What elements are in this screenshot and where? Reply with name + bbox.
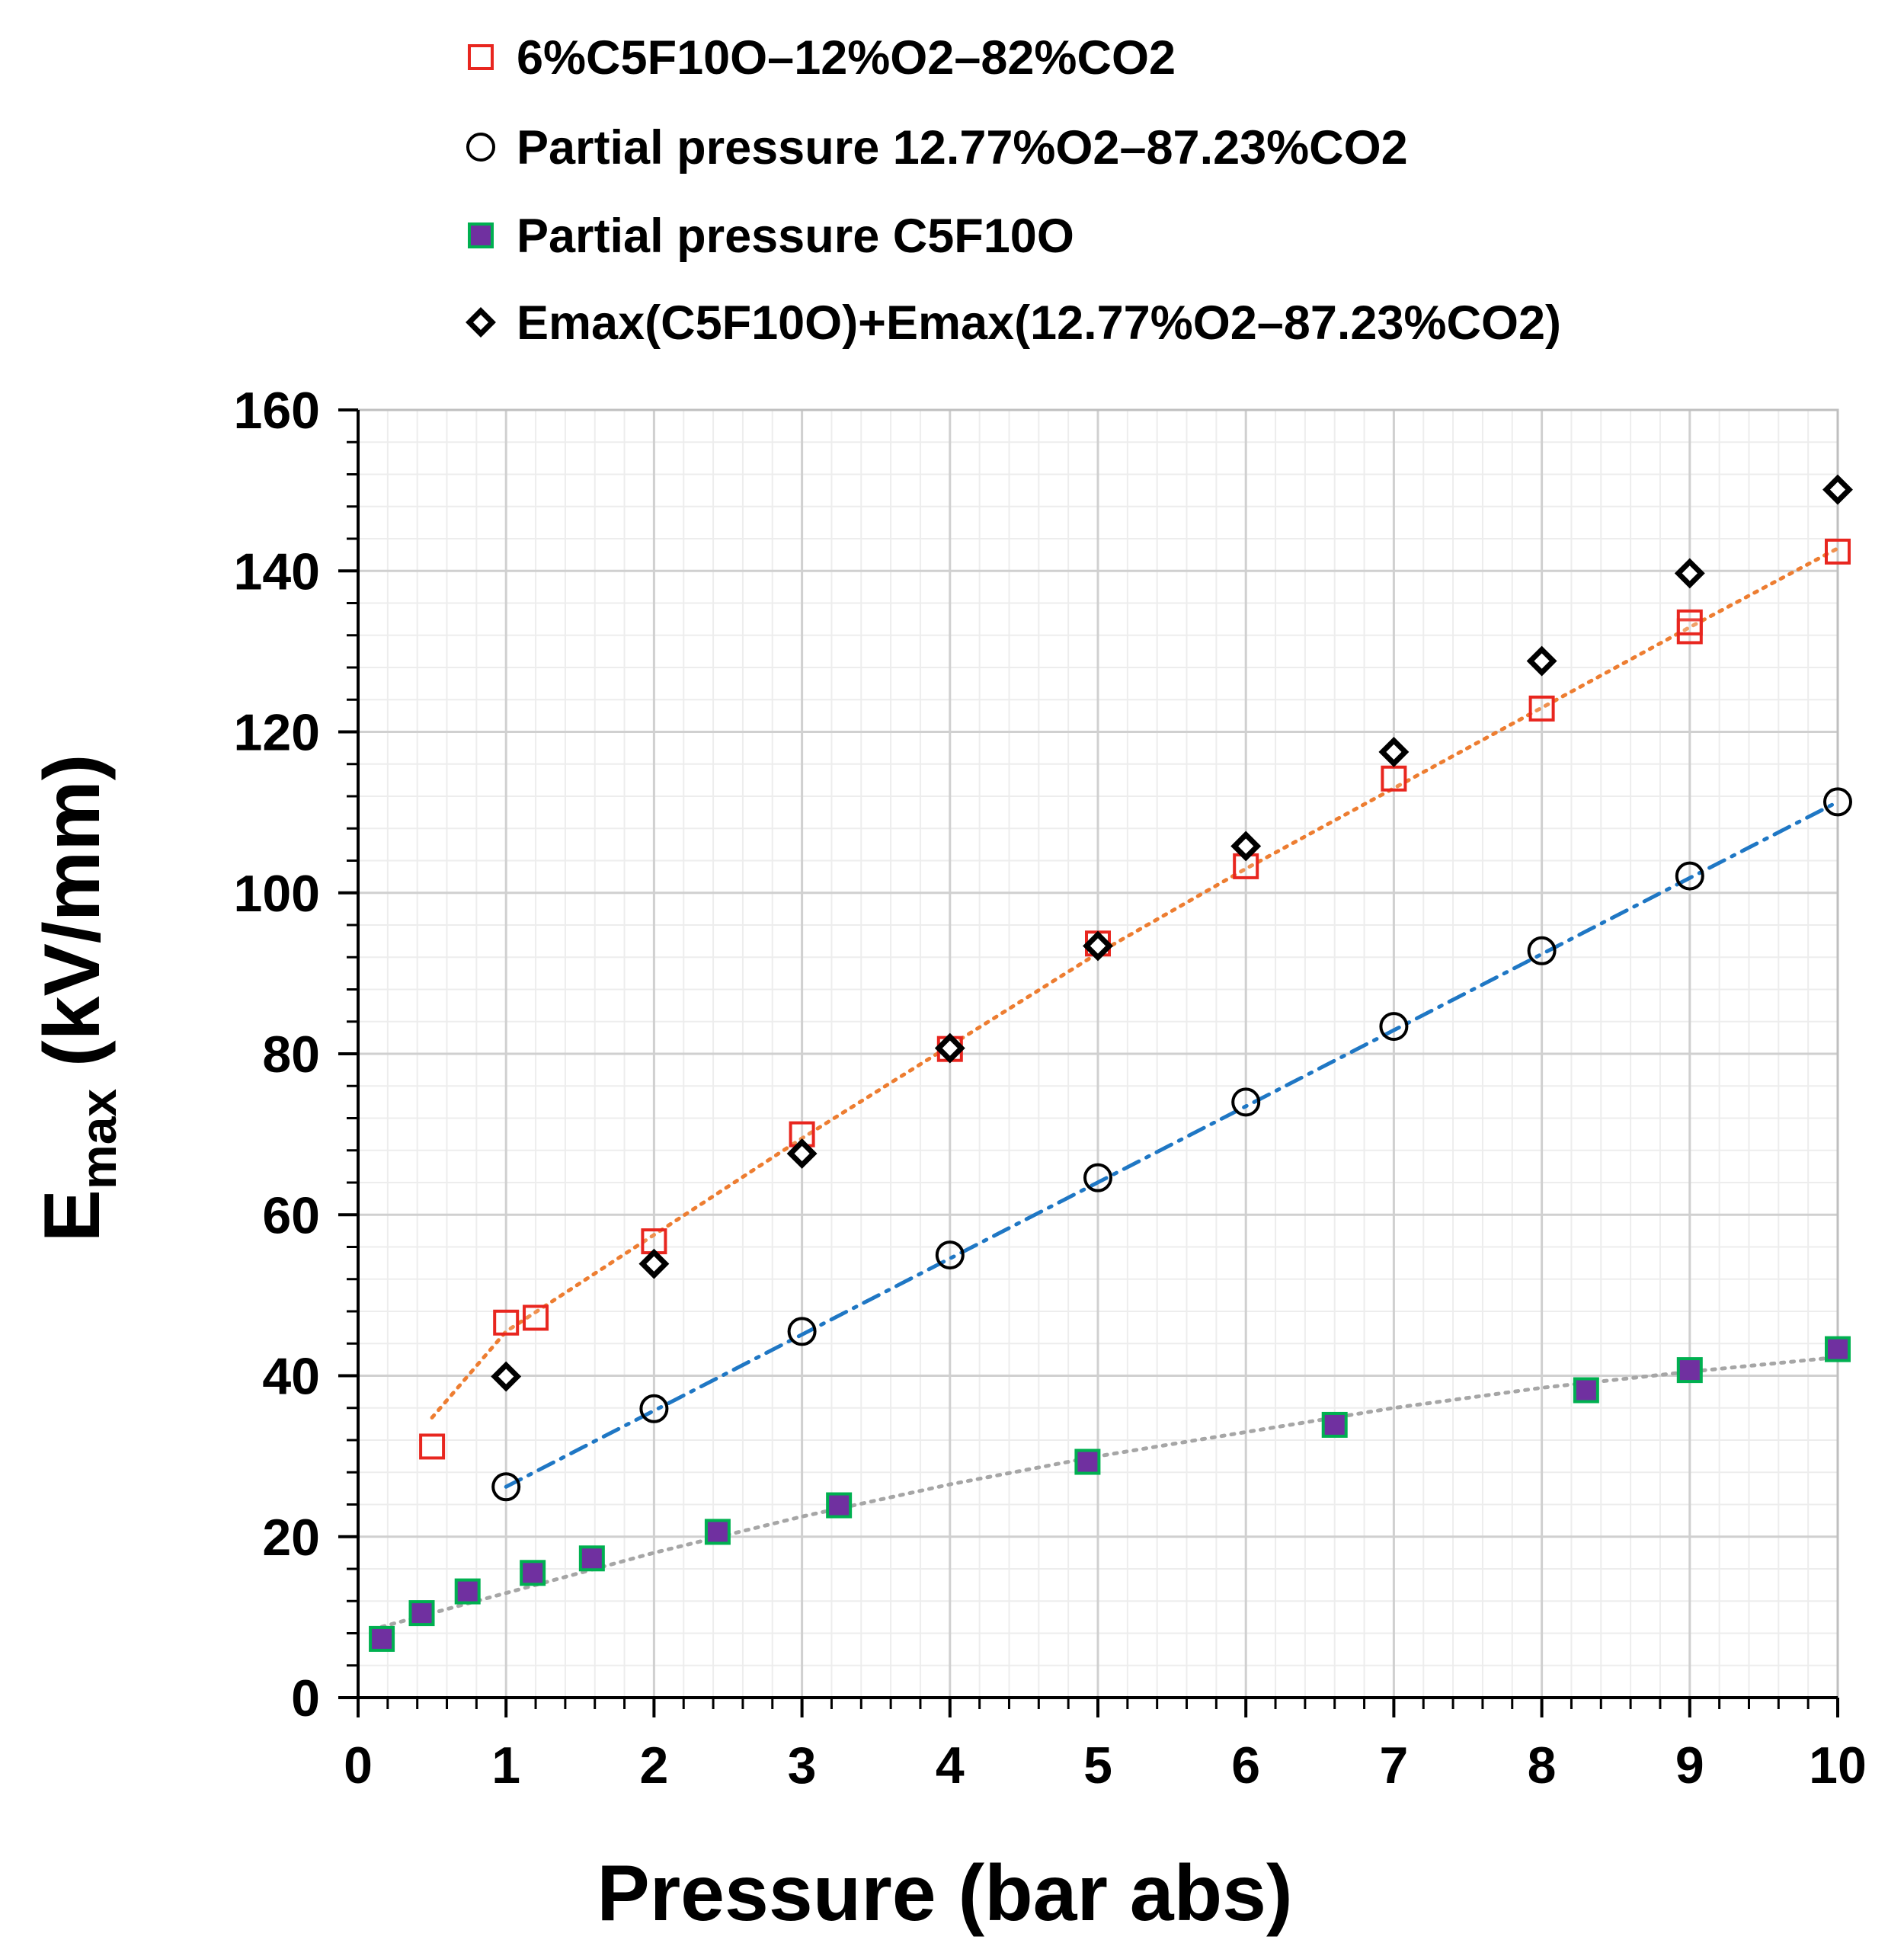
data-point-series-2 [1083,1163,1112,1192]
data-point-series-3 [1825,1336,1851,1362]
legend-marker [468,44,494,70]
data-point-series-4 [1822,474,1853,505]
data-point-series-3 [704,1519,731,1545]
y-tick-label: 100 [234,865,320,923]
data-point-series-4 [1674,558,1705,589]
y-tick-label: 40 [262,1348,320,1406]
data-point-series-1 [1676,609,1703,635]
y-tick-label: 60 [262,1186,320,1244]
legend-label: 6%C5F10O–12%O2–82%CO2 [517,31,1176,85]
x-tick-label: 9 [1675,1737,1704,1794]
legend-item: 6%C5F10O–12%O2–82%CO2 [468,31,1176,85]
x-tick-label: 0 [344,1737,373,1794]
data-point-series-3 [1573,1377,1599,1404]
y-axis-title-subscript: max [70,1089,126,1189]
data-point-series-4 [1378,736,1410,767]
legend-marker [468,222,494,248]
y-tick-label: 140 [234,543,320,600]
y-axis-title: Emax (kV/mm) [28,754,126,1243]
y-tick-label: 80 [262,1026,320,1084]
x-tick-label: 6 [1231,1737,1260,1794]
data-point-series-2 [1379,1012,1409,1042]
x-tick-label: 2 [639,1737,668,1794]
data-point-series-2 [491,1472,521,1502]
data-point-series-2 [787,1317,817,1346]
trendline [504,799,1840,1489]
x-tick-label: 1 [491,1737,520,1794]
x-tick-labels: 0 1 2 3 4 5 6 7 8 9 10 [344,1737,1867,1794]
legend-marker [466,307,496,338]
x-tick-label: 5 [1083,1737,1112,1794]
data-point-series-4 [786,1138,818,1169]
data-point-series-3 [408,1600,435,1627]
x-tick-label: 10 [1809,1737,1867,1794]
legend: 6%C5F10O–12%O2–82%CO2 Partial pressure 12… [466,31,1561,350]
legend-marker [466,133,495,162]
data-point-series-1 [1528,695,1555,722]
data-point-series-2 [1675,861,1704,891]
data-point-series-1 [419,1433,446,1460]
data-point-series-3 [1321,1411,1348,1438]
data-point-series-1 [1381,765,1407,792]
data-point-series-3 [454,1578,481,1605]
data-point-series-4 [934,1032,965,1064]
data-point-series-4 [1526,645,1557,677]
data-point-series-3 [826,1492,853,1519]
y-axis-title-main: E [28,1189,117,1242]
data-point-series-3 [520,1560,546,1586]
data-point-series-4 [491,1361,522,1392]
y-tick-label: 160 [234,382,320,440]
x-axis-title: Pressure (bar abs) [597,1849,1292,1938]
y-tick-label: 120 [234,704,320,762]
major-gridlines [357,408,1839,1699]
data-point-series-2 [639,1394,669,1423]
legend-item: Emax(C5F10O)+Emax(12.77%O2–87.23%CO2) [466,296,1561,350]
x-tick-label: 7 [1379,1737,1408,1794]
data-point-series-3 [369,1625,395,1652]
data-point-series-4 [638,1248,670,1279]
x-tick-label: 8 [1528,1737,1557,1794]
data-point-series-2 [935,1240,965,1270]
data-point-series-3 [578,1545,605,1572]
data-point-series-1 [493,1309,520,1336]
data-point-series-3 [1676,1357,1703,1384]
data-point-series-2 [1231,1087,1261,1117]
legend-label: Partial pressure C5F10O [517,210,1074,263]
data-point-series-1 [523,1304,549,1331]
y-tick-label: 20 [262,1509,320,1567]
y-tick-labels: 0 20 40 60 80 100 120 140 160 [234,382,320,1727]
legend-label: Emax(C5F10O)+Emax(12.77%O2–87.23%CO2) [517,296,1561,350]
x-tick-label: 3 [788,1737,817,1794]
legend-item: Partial pressure C5F10O [468,210,1074,263]
data-point-series-3 [1074,1448,1101,1475]
data-markers [369,474,1853,1652]
data-point-series-4 [1083,930,1113,962]
x-tick-label: 4 [936,1737,965,1794]
data-point-series-2 [1823,787,1852,817]
data-point-series-4 [1230,831,1262,862]
legend-item: Partial pressure 12.77%O2–87.23%CO2 [466,121,1408,174]
y-axis-title-unit: (kV/mm) [28,754,117,1089]
data-point-series-2 [1527,936,1557,965]
axes [338,408,1839,1717]
y-tick-label: 0 [291,1669,320,1727]
legend-label: Partial pressure 12.77%O2–87.23%CO2 [517,121,1408,174]
data-point-series-1 [1825,538,1851,565]
